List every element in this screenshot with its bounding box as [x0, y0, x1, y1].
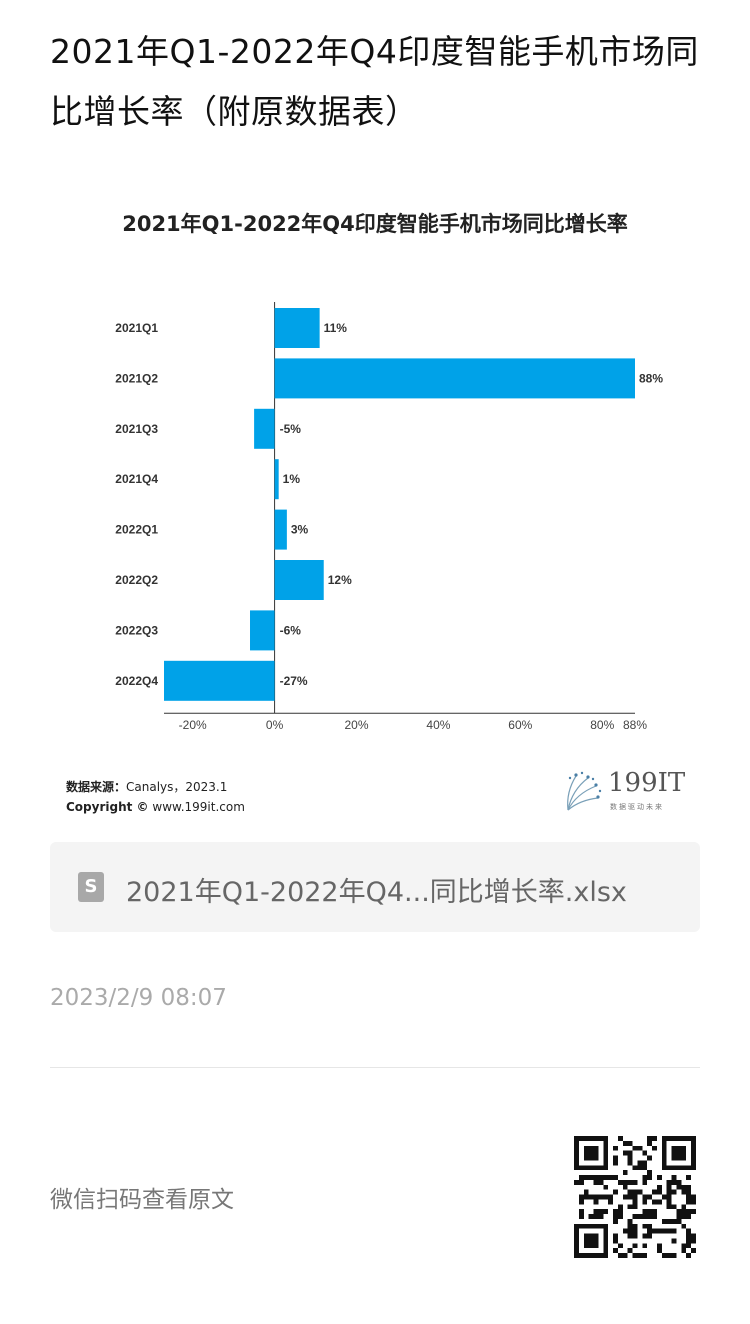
qr-code-icon[interactable] — [574, 1136, 696, 1258]
bar-2022Q2 — [274, 560, 324, 600]
bar-2021Q4 — [274, 459, 279, 500]
category-label: 2022Q2 — [115, 573, 158, 587]
copyright-url: www.199it.com — [152, 800, 245, 814]
logo-199it: 199IT 数据驱动未来 — [558, 768, 693, 816]
bar-2022Q3 — [250, 610, 275, 651]
bar-2021Q3 — [254, 408, 275, 449]
category-label: 2021Q3 — [115, 422, 158, 436]
chart-title: 2021年Q1-2022年Q4印度智能手机市场同比增长率 — [122, 212, 628, 236]
logo-subtitle: 数据驱动未来 — [610, 803, 664, 811]
category-label: 2022Q4 — [115, 674, 158, 688]
spreadsheet-file-icon: S — [78, 872, 104, 902]
value-label: 88% — [639, 371, 663, 385]
source-text: Canalys，2023.1 — [126, 780, 228, 794]
dandelion-logo-icon — [567, 771, 602, 811]
value-label: 11% — [324, 321, 348, 335]
file-name[interactable]: 2021年Q1-2022年Q4...同比增长率.xlsx — [126, 877, 627, 908]
publish-timestamp: 2023/2/9 08:07 — [50, 985, 227, 1011]
value-label: 12% — [328, 573, 352, 587]
copyright-label: Copyright © — [66, 800, 149, 814]
value-label: -27% — [280, 674, 308, 688]
x-tick-label: 40% — [426, 718, 450, 732]
bar-chart: 2021Q1 11% 2021Q2 88% 2021Q3 -5% 2021Q4 1% 2022Q… — [115, 302, 663, 732]
category-label: 2021Q1 — [115, 321, 158, 335]
page-title: 2021年Q1-2022年Q4印度智能手机市场同比增长率（附原数据表） — [50, 32, 699, 131]
x-tick-label: 88% — [623, 718, 647, 732]
category-label: 2022Q3 — [115, 623, 158, 637]
value-label: -6% — [280, 623, 302, 637]
bar-2021Q1 — [274, 308, 320, 348]
divider — [50, 1067, 700, 1068]
category-label: 2021Q2 — [115, 371, 158, 385]
x-tick-label: 20% — [344, 718, 368, 732]
wechat-scan-label: 微信扫码查看原文 — [50, 1187, 234, 1213]
logo-text: 199IT — [608, 768, 686, 798]
chart-image[interactable]: 2021年Q1-2022年Q4印度智能手机市场同比增长率 2021Q1 11% 20… — [50, 190, 700, 830]
file-attachment-card[interactable]: S 2021年Q1-2022年Q4...同比增长率.xlsx — [50, 842, 700, 932]
category-label: 2021Q4 — [115, 472, 158, 486]
value-label: 3% — [291, 523, 309, 537]
category-label: 2022Q1 — [115, 523, 158, 537]
x-tick-label: 0% — [266, 718, 284, 732]
bar-2022Q4 — [164, 660, 275, 701]
value-label: -5% — [280, 422, 302, 436]
value-label: 1% — [283, 472, 301, 486]
source-block: 数据来源：Canalys，2023.1 Copyright © www.199i… — [66, 777, 245, 817]
x-tick-label: -20% — [179, 718, 207, 732]
bar-2022Q1 — [274, 509, 287, 550]
bar-2021Q2 — [274, 358, 635, 399]
x-tick-label: 60% — [508, 718, 532, 732]
x-tick-label: 80% — [590, 718, 614, 732]
source-label: 数据来源： — [66, 780, 127, 794]
